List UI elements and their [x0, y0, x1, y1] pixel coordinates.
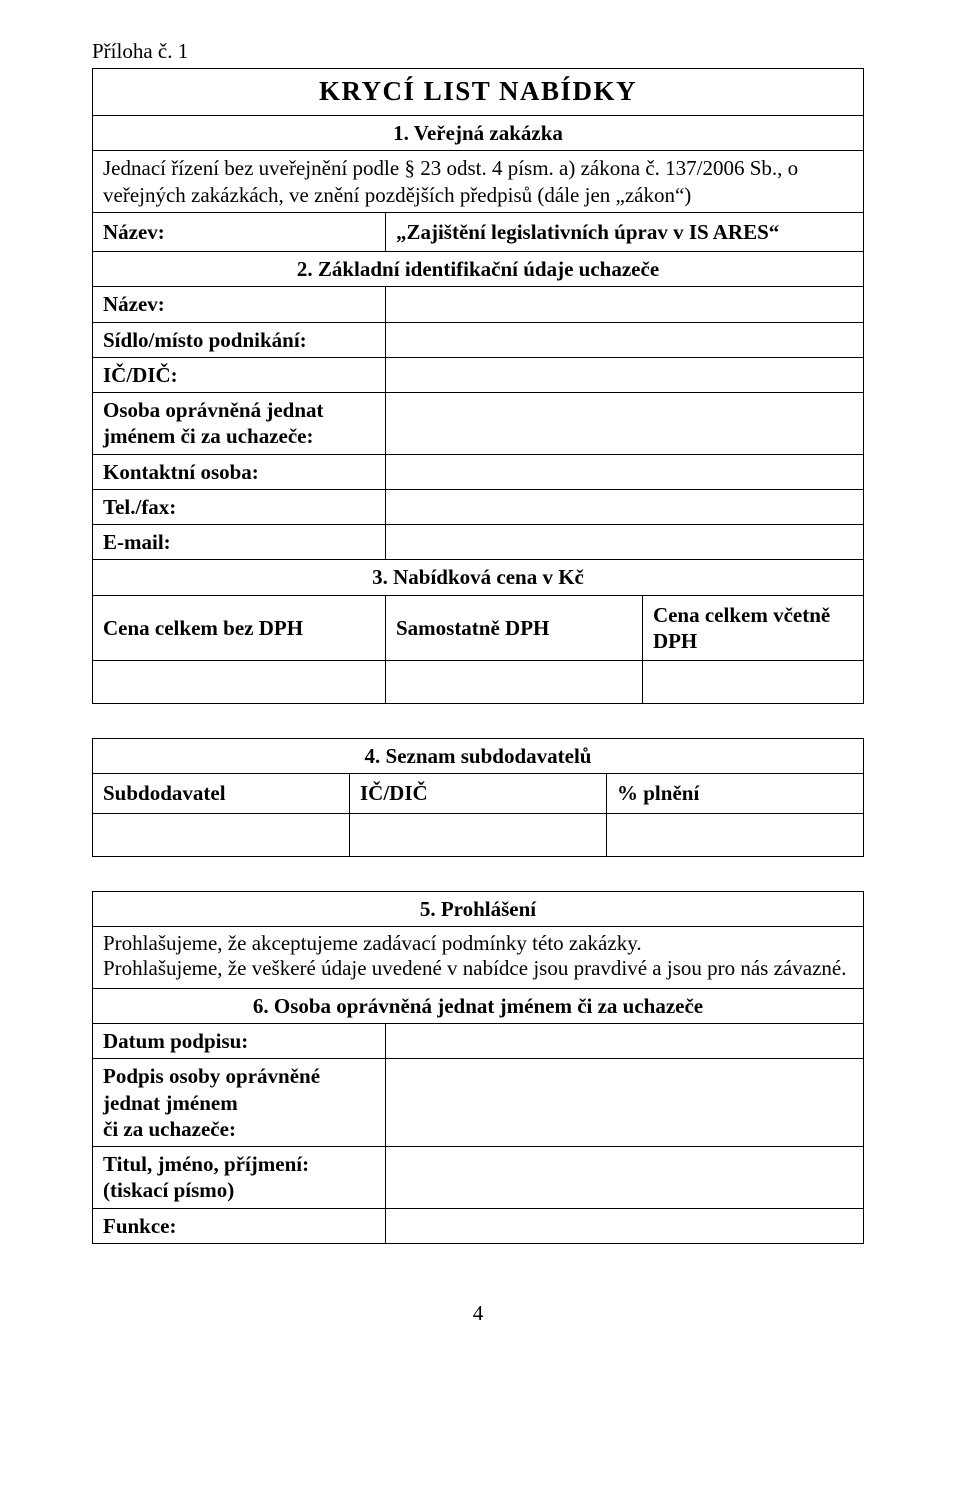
price-incvat-input[interactable]: [642, 661, 863, 704]
document-title: KRYCÍ LIST NABÍDKY: [93, 69, 864, 116]
bidder-email-input[interactable]: [385, 525, 863, 560]
page-number: 4: [92, 1300, 864, 1326]
declaration-text: Prohlašujeme, že akceptujeme zadávací po…: [93, 926, 864, 988]
bidder-contact-label: Kontaktní osoba:: [93, 454, 386, 489]
declaration-line-1: Prohlašujeme, že akceptujeme zadávací po…: [103, 931, 642, 955]
bidder-seat-label: Sídlo/místo podnikání:: [93, 322, 386, 357]
signer-title-input[interactable]: [385, 1147, 863, 1209]
price-exvat-label: Cena celkem bez DPH: [93, 595, 386, 661]
section-2-heading: 2. Základní identifikační údaje uchazeče: [93, 252, 864, 287]
price-vat-input[interactable]: [385, 661, 642, 704]
section-6-heading: 6. Osoba oprávněná jednat jménem či za u…: [93, 988, 864, 1023]
bidder-auth-label: Osoba oprávněná jednat jménem či za ucha…: [93, 393, 386, 455]
signature-input[interactable]: [385, 1059, 863, 1147]
cover-sheet-table: KRYCÍ LIST NABÍDKY 1. Veřejná zakázka Je…: [92, 68, 864, 704]
declaration-line-2: Prohlašujeme, že veškeré údaje uvedené v…: [103, 956, 846, 980]
bidder-ic-input[interactable]: [385, 357, 863, 392]
attachment-label: Příloha č. 1: [92, 38, 864, 64]
sub-ic-input[interactable]: [350, 813, 607, 856]
sub-ic-label: IČ/DIČ: [350, 774, 607, 813]
bidder-contact-input[interactable]: [385, 454, 863, 489]
bidder-seat-input[interactable]: [385, 322, 863, 357]
bidder-tel-input[interactable]: [385, 489, 863, 524]
bidder-ic-label: IČ/DIČ:: [93, 357, 386, 392]
section-4-heading: 4. Seznam subdodavatelů: [93, 739, 864, 774]
bidder-auth-input[interactable]: [385, 393, 863, 455]
price-exvat-input[interactable]: [93, 661, 386, 704]
signer-function-input[interactable]: [385, 1208, 863, 1243]
price-incvat-label: Cena celkem včetně DPH: [642, 595, 863, 661]
bidder-name-input[interactable]: [385, 287, 863, 322]
section-1-heading: 1. Veřejná zakázka: [93, 116, 864, 151]
sub-name-label: Subdodavatel: [93, 774, 350, 813]
sub-share-label: % plnění: [607, 774, 864, 813]
section-5-heading: 5. Prohlášení: [93, 891, 864, 926]
section-1-description: Jednací řízení bez uveřejnění podle § 23…: [93, 151, 864, 213]
order-name-value: „Zajištění legislativních úprav v IS ARE…: [385, 212, 863, 251]
order-name-label: Název:: [93, 212, 386, 251]
bidder-tel-label: Tel./fax:: [93, 489, 386, 524]
signer-title-label: Titul, jméno, příjmení: (tiskací písmo): [93, 1147, 386, 1209]
price-vat-label: Samostatně DPH: [385, 595, 642, 661]
subcontractors-table: 4. Seznam subdodavatelů Subdodavatel IČ/…: [92, 738, 864, 857]
sign-date-input[interactable]: [385, 1024, 863, 1059]
declaration-table: 5. Prohlášení Prohlašujeme, že akceptuje…: [92, 891, 864, 1244]
signer-function-label: Funkce:: [93, 1208, 386, 1243]
section-3-heading: 3. Nabídková cena v Kč: [93, 560, 864, 595]
sub-share-input[interactable]: [607, 813, 864, 856]
sub-name-input[interactable]: [93, 813, 350, 856]
bidder-name-label: Název:: [93, 287, 386, 322]
sign-date-label: Datum podpisu:: [93, 1024, 386, 1059]
bidder-email-label: E-mail:: [93, 525, 386, 560]
signature-label: Podpis osoby oprávněné jednat jménem či …: [93, 1059, 386, 1147]
